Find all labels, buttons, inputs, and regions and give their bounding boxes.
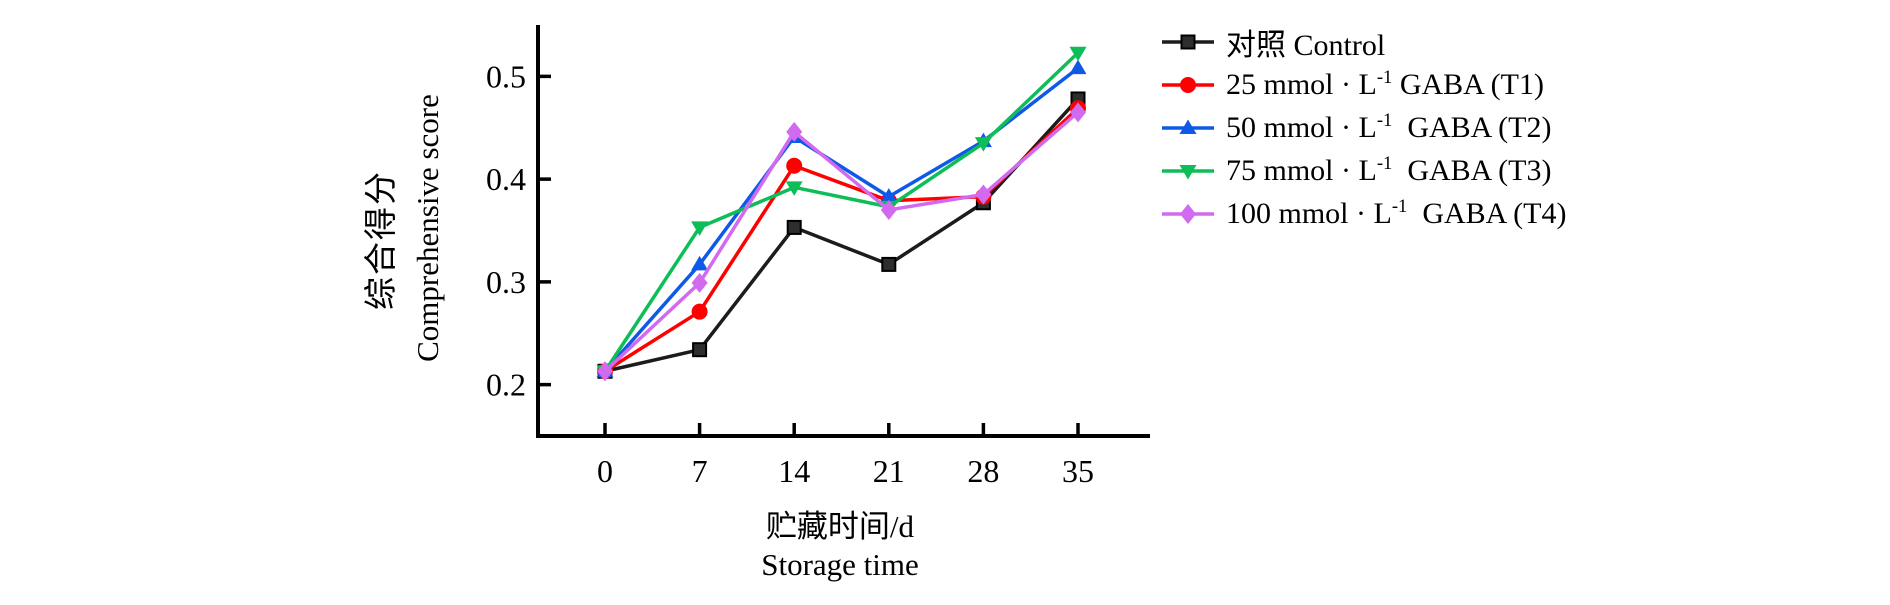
superscript: -1: [1376, 152, 1393, 174]
series-3-line: [603, 51, 1080, 373]
series-0-marker: [881, 256, 897, 272]
y-tick-label: 0.3: [486, 264, 526, 300]
legend-label-0: 对照 Control: [1226, 28, 1386, 62]
legend-marker: [1180, 34, 1196, 49]
series-1-line: [604, 106, 1080, 373]
series-4-marker: [1070, 102, 1086, 123]
series-3-marker: [691, 221, 709, 236]
x-tick-label: 14: [778, 453, 810, 489]
legend-label-3: 75 mmol · L-1 GABA (T3): [1226, 152, 1552, 187]
series-0-marker: [786, 219, 802, 235]
series-4-marker: [975, 184, 992, 205]
series-3-marker: [785, 181, 803, 196]
series-2-marker: [691, 255, 709, 271]
y-tick-label: 0.2: [486, 367, 526, 403]
x-tick-label: 21: [873, 453, 905, 489]
legend-item-3: 75 mmol · L-1 GABA (T3): [1162, 149, 1566, 192]
legend-marker-diamond-icon: [1162, 203, 1214, 224]
series-0-line: [604, 97, 1080, 373]
series-2-marker: [1069, 59, 1087, 75]
series-4-line: [603, 111, 1080, 373]
legend-marker-triangle-down-icon: [1162, 164, 1214, 179]
x-tick-label: 28: [967, 453, 999, 489]
legend-item-0: 对照 Control: [1162, 20, 1566, 63]
superscript: -1: [1376, 66, 1393, 88]
y-axis-title-zh: 综合得分: [364, 170, 400, 310]
legend-item-1: 25 mmol · L-1 GABA (T1): [1162, 63, 1566, 106]
series-4-marker: [597, 361, 613, 382]
superscript: -1: [1391, 195, 1408, 217]
x-tick-label: 0: [597, 453, 613, 489]
legend-marker-triangle-up-icon: [1162, 119, 1214, 134]
x-axis-title-en: Storage time: [761, 547, 919, 582]
legend-marker-square-icon: [1162, 34, 1214, 49]
y-tick-label: 0.4: [486, 161, 526, 197]
legend-label-1: 25 mmol · L-1 GABA (T1): [1226, 66, 1544, 101]
series-3-marker: [974, 137, 992, 152]
series-0-marker: [692, 342, 708, 358]
legend-item-2: 50 mmol · L-1 GABA (T2): [1162, 106, 1566, 149]
legend-marker-circle-icon: [1162, 76, 1214, 93]
legend-marker: [1180, 203, 1196, 224]
y-tick-label: 0.5: [486, 58, 526, 94]
x-axis-title: 贮藏时间/d Storage time: [620, 508, 1060, 584]
legend-item-4: 100 mmol · L-1 GABA (T4): [1162, 192, 1566, 235]
legend-marker: [1179, 119, 1197, 134]
legend-label-4: 100 mmol · L-1 GABA (T4): [1226, 195, 1567, 230]
superscript: -1: [1376, 109, 1393, 131]
series-4-marker: [880, 199, 897, 220]
legend-marker: [1179, 164, 1197, 179]
series-3-marker: [1069, 46, 1087, 62]
series-1-marker: [786, 157, 803, 174]
y-axis-title-en: Comprehensive score: [410, 94, 445, 362]
x-tick-label: 35: [1062, 453, 1094, 489]
x-tick-label: 7: [692, 453, 708, 489]
x-axis-title-zh: 贮藏时间/d: [765, 509, 915, 544]
series-1-marker: [691, 303, 708, 320]
legend: 对照 Control 25 mmol · L-1 GABA (T1) 50 mmol…: [1162, 20, 1566, 235]
legend-label-2: 50 mmol · L-1 GABA (T2): [1226, 109, 1552, 144]
series-2-marker: [880, 188, 898, 203]
series-4-marker: [691, 272, 708, 293]
legend-marker: [1180, 76, 1196, 93]
series-4-marker: [786, 121, 803, 142]
